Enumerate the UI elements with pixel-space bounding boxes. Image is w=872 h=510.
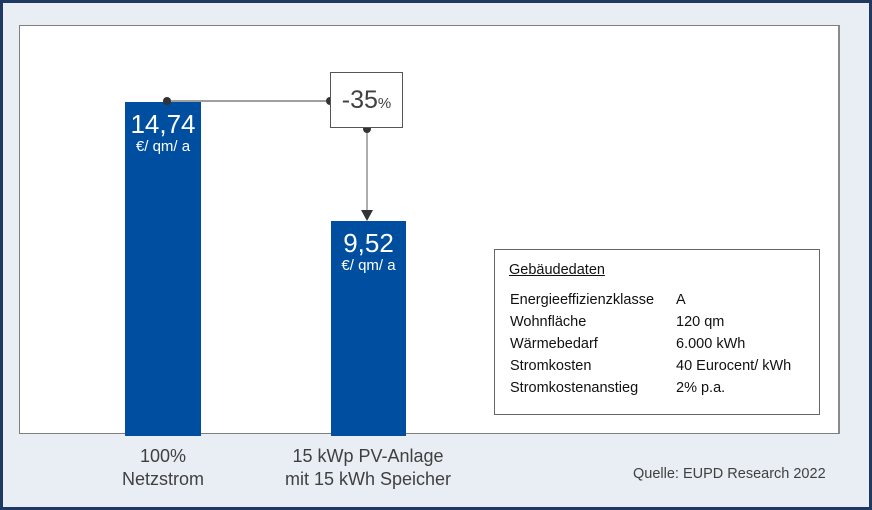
- arrow-down-icon: [361, 210, 373, 221]
- category-label-pv-speicher: 15 kWp PV-Anlage mit 15 kWh Speicher: [253, 445, 483, 491]
- building-data-box: Gebäudedaten Energieeffizienzklasse A Woh…: [494, 249, 820, 415]
- info-key: Stromkosten: [510, 358, 592, 374]
- category-label-netzstrom: 100% Netzstrom: [93, 445, 233, 491]
- info-value: 6.000 kWh: [676, 336, 746, 352]
- category-line: 15 kWp PV-Anlage: [292, 446, 444, 466]
- reduction-badge: -35%: [330, 72, 403, 128]
- bar-unit: €/ qm/ a: [341, 257, 396, 274]
- info-value: 40 Eurocent/ kWh: [676, 358, 792, 374]
- source-note: Quelle: EUPD Research 2022: [633, 466, 826, 482]
- bar-unit: €/ qm/ a: [135, 138, 191, 155]
- category-line: Netzstrom: [121, 469, 204, 489]
- info-title: Gebäudedaten: [509, 262, 605, 278]
- info-key: Wohnfläche: [510, 314, 587, 330]
- category-line: 100%: [139, 446, 187, 466]
- info-key: Stromkostenanstieg: [510, 380, 639, 396]
- info-key: Wärmebedarf: [510, 336, 598, 352]
- info-key: Energieeffizienzklasse: [510, 292, 655, 308]
- category-line: mit 15 kWh Speicher: [284, 469, 452, 489]
- reduction-symbol: %: [377, 95, 392, 112]
- info-value: 2% p.a.: [676, 380, 726, 396]
- bar-value: 9,52: [343, 228, 394, 258]
- bar-pv-speicher: 9,52 €/ qm/ a: [331, 221, 406, 436]
- bar-value: 14,74: [130, 109, 196, 139]
- reduction-number: -35: [341, 86, 378, 114]
- info-value: A: [676, 292, 686, 308]
- bar-netzstrom: 14,74 €/ qm/ a: [125, 102, 201, 436]
- info-value: 120 qm: [676, 314, 725, 330]
